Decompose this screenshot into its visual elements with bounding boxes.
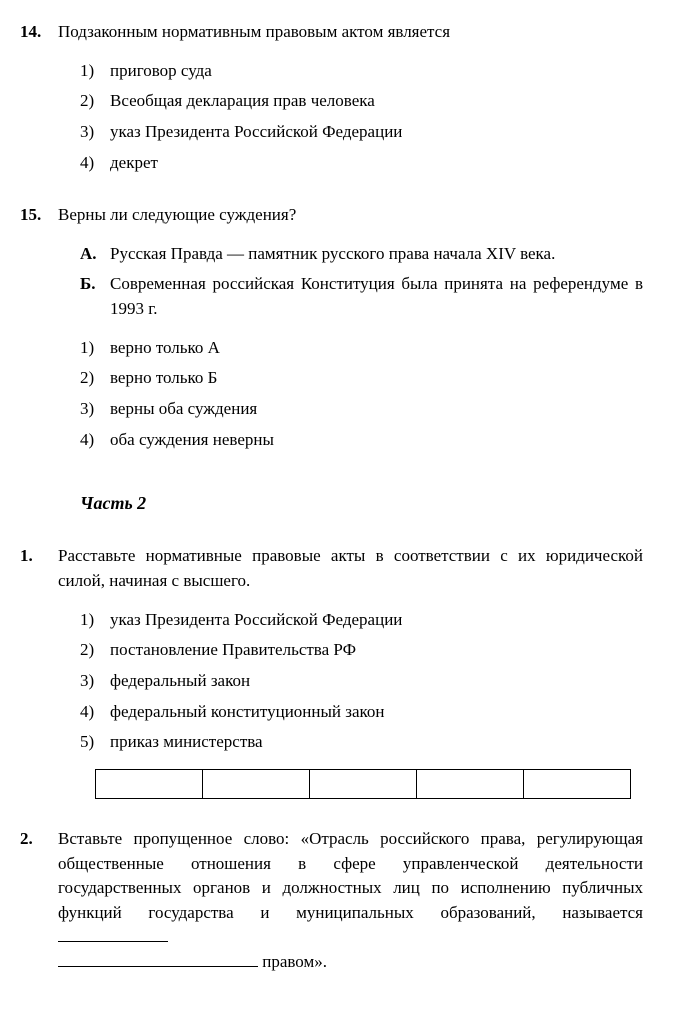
statement: Б. Современная российская Конституция бы… xyxy=(80,272,643,321)
question-15: 15. Верны ли следующие суждения? А. Русс… xyxy=(20,203,643,452)
option-number: 2) xyxy=(80,366,110,391)
option-text: оба суждения неверны xyxy=(110,428,643,453)
options-list: 1) указ Президента Российской Федерации … xyxy=(80,608,643,755)
options-list: 1) приговор суда 2) Всеобщая декларация … xyxy=(80,59,643,176)
option: 1) указ Президента Российской Федерации xyxy=(80,608,643,633)
option: 1) приговор суда xyxy=(80,59,643,84)
option-text: постановление Правительства РФ xyxy=(110,638,643,663)
option-number: 4) xyxy=(80,428,110,453)
question-text: Расставьте нормативные правовые акты в с… xyxy=(58,544,643,593)
answer-cell[interactable] xyxy=(416,769,524,799)
answer-cell[interactable] xyxy=(309,769,417,799)
question-number: 15. xyxy=(20,203,58,228)
option-text: указ Президента Российской Федерации xyxy=(110,120,643,145)
question-text: Верны ли следующие суждения? xyxy=(58,203,643,228)
question-header: 1. Расставьте нормативные правовые акты … xyxy=(20,544,643,593)
question-header: 14. Подзаконным нормативным правовым акт… xyxy=(20,20,643,45)
option: 2) Всеобщая декларация прав человека xyxy=(80,89,643,114)
option: 3) федеральный закон xyxy=(80,669,643,694)
option: 2) постановление Правительства РФ xyxy=(80,638,643,663)
answer-cell[interactable] xyxy=(202,769,310,799)
answer-table xyxy=(95,769,643,799)
option-text: Всеобщая декларация прав человека xyxy=(110,89,643,114)
option-number: 4) xyxy=(80,700,110,725)
question-14: 14. Подзаконным нормативным правовым акт… xyxy=(20,20,643,175)
question-number: 2. xyxy=(20,827,58,852)
option-number: 5) xyxy=(80,730,110,755)
option-text: верно только Б xyxy=(110,366,643,391)
option-text: приказ министерства xyxy=(110,730,643,755)
question-text: Подзаконным нормативным правовым актом я… xyxy=(58,20,643,45)
option-text: верно только А xyxy=(110,336,643,361)
option-number: 1) xyxy=(80,608,110,633)
statement-text: Современная российская Конституция была … xyxy=(110,272,643,321)
option-text: декрет xyxy=(110,151,643,176)
question-header: 2. Вставьте пропущенное слово: «Отрасль … xyxy=(20,827,643,975)
option-number: 2) xyxy=(80,638,110,663)
statement: А. Русская Правда — памятник русского пр… xyxy=(80,242,643,267)
question-header: 15. Верны ли следующие суждения? xyxy=(20,203,643,228)
option: 3) указ Президента Российской Федерации xyxy=(80,120,643,145)
fill-blank[interactable] xyxy=(58,925,168,942)
option-text: федеральный конституционный закон xyxy=(110,700,643,725)
option: 3) верны оба суждения xyxy=(80,397,643,422)
answer-cell[interactable] xyxy=(95,769,203,799)
option: 1) верно только А xyxy=(80,336,643,361)
option: 4) декрет xyxy=(80,151,643,176)
part2-question-2: 2. Вставьте пропущенное слово: «Отрасль … xyxy=(20,827,643,975)
option: 5) приказ министерства xyxy=(80,730,643,755)
option-number: 2) xyxy=(80,89,110,114)
answer-cell[interactable] xyxy=(523,769,631,799)
part2-question-1: 1. Расставьте нормативные правовые акты … xyxy=(20,544,643,798)
option: 2) верно только Б xyxy=(80,366,643,391)
option: 4) оба суждения неверны xyxy=(80,428,643,453)
option-text: приговор суда xyxy=(110,59,643,84)
option-number: 3) xyxy=(80,397,110,422)
question-number: 1. xyxy=(20,544,58,569)
question-text: Вставьте пропущенное слово: «Отрасль рос… xyxy=(58,827,643,975)
option-number: 1) xyxy=(80,336,110,361)
text-before-blank: Вставьте пропущенное слово: «Отрасль рос… xyxy=(58,829,643,922)
option-number: 3) xyxy=(80,120,110,145)
option: 4) федеральный конституционный закон xyxy=(80,700,643,725)
fill-blank[interactable] xyxy=(58,950,258,967)
text-after-blank: правом». xyxy=(258,952,327,971)
option-text: указ Президента Российской Федерации xyxy=(110,608,643,633)
option-text: федеральный закон xyxy=(110,669,643,694)
options-list: 1) верно только А 2) верно только Б 3) в… xyxy=(80,336,643,453)
part-title: Часть 2 xyxy=(80,490,643,516)
statement-label: Б. xyxy=(80,272,110,321)
question-number: 14. xyxy=(20,20,58,45)
option-number: 4) xyxy=(80,151,110,176)
option-number: 3) xyxy=(80,669,110,694)
statement-text: Русская Правда — памятник русского права… xyxy=(110,242,643,267)
option-text: верны оба суждения xyxy=(110,397,643,422)
statement-label: А. xyxy=(80,242,110,267)
statements-list: А. Русская Правда — памятник русского пр… xyxy=(80,242,643,322)
option-number: 1) xyxy=(80,59,110,84)
